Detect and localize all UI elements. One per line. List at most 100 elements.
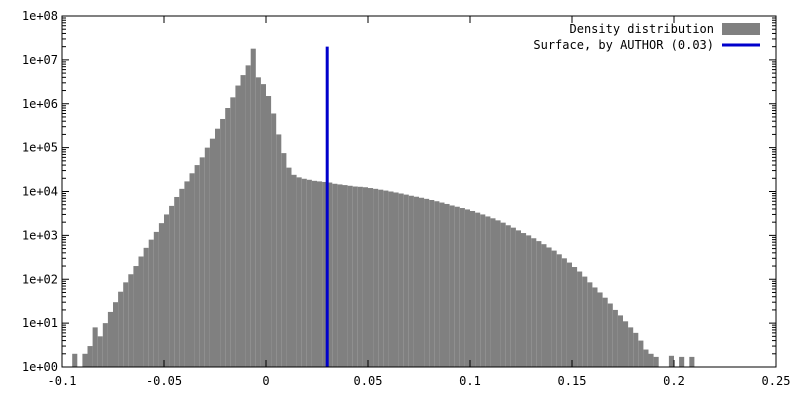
histogram-bar bbox=[153, 231, 159, 367]
histogram-bar bbox=[240, 75, 246, 367]
histogram-bar bbox=[327, 182, 333, 367]
histogram-bar bbox=[607, 303, 613, 367]
histogram-bar bbox=[260, 84, 266, 367]
histogram-bar bbox=[582, 276, 588, 367]
histogram-bar bbox=[332, 183, 338, 367]
histogram-bar bbox=[113, 302, 119, 367]
histogram-bar bbox=[551, 250, 557, 367]
histogram-bar bbox=[123, 282, 129, 367]
histogram-bar bbox=[424, 198, 430, 367]
histogram-bar bbox=[148, 239, 154, 367]
histogram-bar bbox=[602, 297, 608, 367]
x-tick-label: 0.2 bbox=[663, 374, 685, 388]
legend-label: Density distribution bbox=[570, 22, 715, 36]
histogram-bar bbox=[189, 173, 195, 367]
histogram-bar bbox=[633, 332, 639, 367]
histogram-bar bbox=[174, 196, 180, 367]
histogram-bar bbox=[510, 227, 516, 367]
histogram-bar bbox=[521, 233, 527, 367]
histogram-bar bbox=[230, 97, 236, 367]
histogram-bar bbox=[623, 321, 629, 367]
histogram-bar bbox=[271, 113, 277, 367]
histogram-bar bbox=[556, 254, 562, 367]
histogram-bar bbox=[102, 323, 108, 368]
histogram-bar bbox=[255, 77, 261, 367]
histogram-bar bbox=[128, 274, 134, 367]
histogram-bar bbox=[444, 203, 450, 367]
histogram-bar bbox=[138, 256, 144, 367]
histogram-bar bbox=[643, 349, 649, 367]
histogram-bar bbox=[87, 346, 93, 367]
histogram-bar bbox=[495, 220, 501, 367]
histogram-bar bbox=[572, 267, 578, 367]
histogram-bar bbox=[378, 189, 384, 367]
histogram-bar bbox=[368, 188, 374, 367]
histogram-bar bbox=[322, 181, 328, 367]
histogram-bar bbox=[638, 340, 644, 367]
histogram-bar bbox=[628, 327, 634, 367]
histogram-bars bbox=[72, 48, 695, 368]
histogram-bar bbox=[133, 266, 139, 367]
x-tick-label: 0.15 bbox=[558, 374, 587, 388]
histogram-bar bbox=[419, 197, 425, 367]
histogram-bar bbox=[393, 192, 399, 367]
histogram-bar bbox=[653, 356, 659, 367]
histogram-bar bbox=[352, 186, 358, 367]
histogram-bar bbox=[515, 230, 521, 367]
histogram-bar bbox=[617, 315, 623, 367]
histogram-bar bbox=[215, 128, 221, 367]
histogram-bar bbox=[577, 271, 583, 367]
histogram-bar bbox=[199, 157, 205, 367]
histogram-bar bbox=[439, 202, 445, 367]
histogram-bar bbox=[317, 181, 323, 367]
histogram-bar bbox=[301, 178, 307, 367]
histogram-bar bbox=[92, 327, 98, 367]
histogram-bar bbox=[209, 138, 215, 367]
y-tick-label: 1e+00 bbox=[22, 360, 58, 374]
histogram-bar bbox=[429, 200, 435, 367]
histogram-bar bbox=[82, 353, 88, 367]
legend-swatch bbox=[722, 23, 760, 35]
histogram-bar bbox=[403, 194, 409, 367]
histogram-bar bbox=[373, 188, 379, 367]
x-tick-label: 0 bbox=[262, 374, 269, 388]
histogram-bar bbox=[490, 218, 496, 367]
histogram-bar bbox=[164, 214, 170, 367]
histogram-bar bbox=[485, 216, 491, 367]
histogram-bar bbox=[536, 241, 542, 367]
histogram-bar bbox=[408, 195, 414, 367]
histogram-bar bbox=[464, 209, 470, 367]
histogram-bar bbox=[475, 212, 481, 367]
histogram-bar bbox=[587, 282, 593, 367]
histogram-bar bbox=[388, 191, 394, 367]
legend-label: Surface, by AUTHOR (0.03) bbox=[533, 38, 714, 52]
histogram-bar bbox=[470, 210, 476, 367]
histogram-bar bbox=[179, 188, 185, 367]
histogram-bar bbox=[291, 174, 297, 367]
histogram-bar bbox=[505, 225, 511, 367]
histogram-bar bbox=[480, 214, 486, 367]
y-tick-label: 1e+05 bbox=[22, 141, 58, 155]
histogram-bar bbox=[592, 287, 598, 367]
x-tick-label: 0.1 bbox=[459, 374, 481, 388]
histogram-bar bbox=[459, 208, 465, 367]
y-tick-label: 1e+03 bbox=[22, 228, 58, 242]
histogram-bar bbox=[531, 238, 537, 367]
histogram-bar bbox=[245, 65, 251, 368]
histogram-bar bbox=[546, 247, 552, 367]
histogram-bar bbox=[541, 244, 547, 367]
histogram-bar bbox=[276, 134, 282, 367]
histogram-bar bbox=[286, 167, 292, 367]
histogram-bar bbox=[648, 353, 654, 367]
histogram-bar bbox=[413, 196, 419, 367]
x-tick-label: 0.05 bbox=[354, 374, 383, 388]
histogram-bar bbox=[184, 181, 190, 367]
y-tick-label: 1e+07 bbox=[22, 53, 58, 67]
legend: Density distribution Surface, by AUTHOR (… bbox=[533, 22, 760, 52]
histogram-bar bbox=[225, 108, 231, 367]
histogram-bar bbox=[337, 184, 343, 367]
y-tick-label: 1e+04 bbox=[22, 185, 58, 199]
histogram-bar bbox=[72, 353, 78, 367]
histogram-bar bbox=[689, 356, 695, 367]
histogram-bar bbox=[169, 205, 175, 367]
